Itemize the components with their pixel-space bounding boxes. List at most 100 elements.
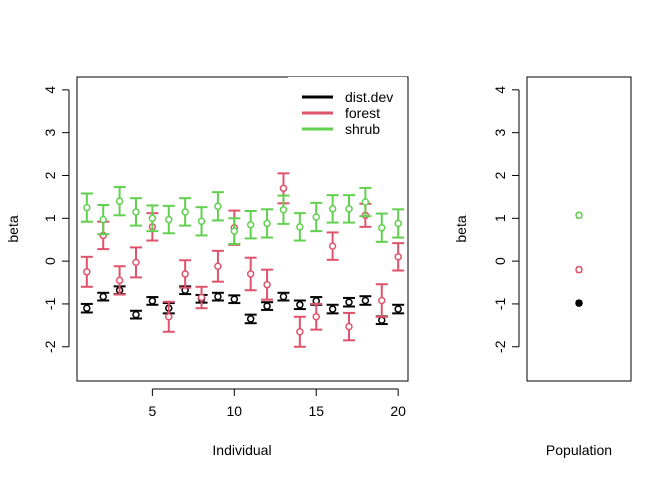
forest-point xyxy=(296,328,304,336)
population-forest-point-with-error-bar xyxy=(575,265,583,274)
legend-label-dist-dev: dist.dev xyxy=(345,89,393,105)
dist-dev-point-with-error-bar xyxy=(326,303,339,315)
dist-dev-point-with-error-bar xyxy=(261,301,274,311)
dist-dev-point-with-error-bar xyxy=(293,299,306,311)
dist-dev-point xyxy=(230,295,239,303)
shrub-point xyxy=(214,202,222,211)
shrub-point-with-error-bar xyxy=(293,212,306,242)
shrub-point xyxy=(361,198,370,206)
population-x-axis-label: Population xyxy=(546,442,612,458)
forest-point-with-error-bar xyxy=(326,231,339,261)
shrub-point-with-error-bar xyxy=(261,208,274,239)
shrub-point xyxy=(328,205,337,213)
forest-point-with-error-bar xyxy=(179,259,192,289)
population-y-axis: -2 -1 0 1 2 3 4 xyxy=(492,86,520,353)
series-dist-dev xyxy=(80,285,405,326)
dist-dev-point-with-error-bar xyxy=(211,291,224,302)
dist-dev-point-with-error-bar xyxy=(359,295,372,306)
forest-point-with-error-bar xyxy=(261,268,274,301)
shrub-point-with-error-bar xyxy=(244,210,257,240)
series-shrub xyxy=(80,186,405,245)
dist-dev-point xyxy=(378,316,386,324)
forest-point xyxy=(312,313,320,321)
dist-dev-point-with-error-bar xyxy=(343,296,356,308)
shrub-point-with-error-bar xyxy=(277,194,290,225)
population-dist-dev-point xyxy=(575,299,583,307)
population-y-tick-label: -1 xyxy=(492,297,508,310)
shrub-point-with-error-bar xyxy=(211,191,224,222)
dist-dev-point xyxy=(296,301,304,309)
shrub-point-with-error-bar xyxy=(310,201,323,233)
shrub-point-with-error-bar xyxy=(162,204,175,235)
forest-point xyxy=(181,270,189,278)
legend-label-forest: forest xyxy=(345,105,380,121)
forest-point-with-error-bar xyxy=(129,246,142,279)
forest-point-with-error-bar xyxy=(211,249,224,283)
population-series-forest xyxy=(575,265,583,274)
shrub-point-with-error-bar xyxy=(179,197,192,227)
forest-point xyxy=(328,242,337,250)
dist-dev-point-with-error-bar xyxy=(244,313,257,325)
forest-point xyxy=(263,280,271,289)
series-forest xyxy=(80,172,405,348)
population-y-tick-label: 3 xyxy=(492,129,508,137)
forest-point xyxy=(83,268,91,276)
forest-point xyxy=(279,184,288,193)
population-data-marks xyxy=(575,211,583,307)
forest-point xyxy=(132,258,140,267)
dist-dev-point-with-error-bar xyxy=(129,309,142,320)
shrub-point xyxy=(279,205,288,214)
shrub-point xyxy=(181,208,189,216)
forest-point xyxy=(197,293,206,302)
population-series-shrub xyxy=(575,211,583,220)
shrub-point-with-error-bar xyxy=(129,197,142,227)
forest-point xyxy=(394,253,402,261)
population-y-tick-label: 0 xyxy=(492,257,508,265)
individual-y-tick-label: 1 xyxy=(42,214,58,222)
shrub-point xyxy=(132,208,140,216)
individual-x-tick-label: 15 xyxy=(308,403,324,419)
individual-x-tick-label: 20 xyxy=(390,403,406,419)
shrub-point-with-error-bar xyxy=(326,194,339,224)
shrub-point xyxy=(345,205,353,213)
legend-background xyxy=(288,77,407,143)
population-panel: -2 -1 0 1 2 3 4 Population beta xyxy=(453,76,632,458)
shrub-point-with-error-bar xyxy=(375,212,388,243)
individual-y-tick-label: 4 xyxy=(42,86,58,94)
individual-y-tick-label: 2 xyxy=(42,171,58,179)
forest-point xyxy=(378,296,386,305)
population-y-tick-label: 4 xyxy=(492,86,508,94)
dist-dev-point xyxy=(132,310,140,319)
forest-point-with-error-bar xyxy=(375,283,388,318)
dist-dev-point xyxy=(328,305,337,313)
forest-point xyxy=(246,270,255,278)
shrub-point xyxy=(99,215,107,224)
forest-point-with-error-bar xyxy=(310,302,323,331)
shrub-point-with-error-bar xyxy=(392,208,405,239)
forest-point-with-error-bar xyxy=(244,256,257,292)
dist-dev-point xyxy=(148,297,157,305)
individual-x-axis-label: Individual xyxy=(212,442,271,458)
individual-x-axis: 5 10 15 20 xyxy=(148,388,406,419)
shrub-point-with-error-bar xyxy=(80,192,93,223)
dist-dev-point xyxy=(279,292,288,301)
individual-y-axis: -2 -1 0 1 2 3 4 xyxy=(42,86,70,353)
forest-point-with-error-bar xyxy=(80,255,93,288)
forest-point-with-error-bar xyxy=(113,265,126,296)
shrub-point-with-error-bar xyxy=(146,204,159,233)
dist-dev-point xyxy=(263,302,271,310)
shrub-point xyxy=(296,223,304,231)
individual-y-tick-label: 0 xyxy=(42,257,58,265)
dist-dev-point xyxy=(394,305,402,313)
shrub-point xyxy=(165,215,173,224)
individual-y-tick-label: 3 xyxy=(42,129,58,137)
forest-point-with-error-bar xyxy=(195,285,208,310)
dist-dev-point xyxy=(361,296,370,305)
forest-point-with-error-bar xyxy=(293,315,306,348)
shrub-point-with-error-bar xyxy=(195,206,208,237)
population-series-dist-dev xyxy=(575,299,583,307)
population-forest-point xyxy=(575,265,583,274)
individual-y-tick-label: -1 xyxy=(42,297,58,310)
forest-point-with-error-bar xyxy=(392,242,405,272)
